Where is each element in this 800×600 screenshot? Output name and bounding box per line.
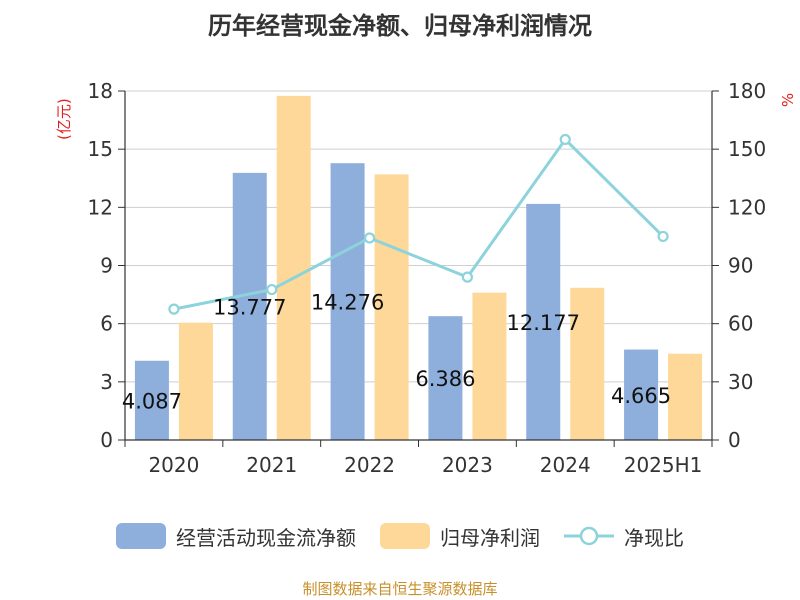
right-axis-tick-label: 180 [728, 79, 766, 103]
bar-netprofit [570, 287, 605, 440]
bar-netprofit [276, 95, 311, 440]
ratio-point [363, 232, 376, 244]
legend: 经营活动现金流净额 归母净利润 净现比 [0, 516, 800, 556]
bar-cashflow [134, 360, 169, 440]
data-label-cashflow: 4.087 [122, 389, 182, 413]
x-axis-tick-label: 2023 [442, 453, 493, 477]
data-label-cashflow: 12.177 [507, 311, 580, 335]
x-axis-tick-label: 2020 [148, 453, 199, 477]
gridlines [125, 90, 712, 383]
x-axis-tick-label: 2025H1 [624, 453, 703, 477]
legend-swatch-netprofit [380, 523, 430, 549]
chart-title: 历年经营现金净额、归母净利润情况 [208, 12, 592, 40]
right-axis-tick-label: 30 [728, 370, 753, 394]
data-label-cashflow: 4.665 [611, 384, 671, 408]
bars [134, 95, 703, 440]
left-axis-tick-label: 6 [100, 312, 113, 336]
ratio-point [168, 303, 180, 315]
bar-cashflow [526, 203, 561, 440]
legend-item-netprofit[interactable]: 归母净利润 [380, 522, 540, 551]
bar-cashflow [428, 316, 463, 440]
ratio-point [657, 230, 669, 243]
ratio-point [559, 133, 571, 146]
bar-cashflow [232, 172, 267, 440]
left-axis-tick-label: 3 [100, 370, 113, 394]
legend-label-ratio: 净现比 [624, 525, 684, 550]
bar-cashflow [624, 349, 659, 440]
left-axis-unit: (亿元) [55, 98, 73, 140]
right-axis-tick-label: 90 [728, 254, 753, 278]
bar-netprofit [178, 322, 213, 440]
right-axis-tick-label: 0 [728, 428, 741, 452]
legend-swatch-ratio [564, 526, 614, 546]
x-axis-tick-label: 2024 [540, 453, 591, 477]
right-axis-tick-label: 60 [728, 312, 753, 336]
legend-label-netprofit: 归母净利润 [440, 525, 540, 550]
legend-swatch-cashflow [116, 523, 166, 549]
right-axis-unit: % [779, 93, 797, 107]
bar-netprofit [374, 174, 409, 440]
data-labels: 4.087 13.777 14.276 6.386 12.177 4.665 [122, 291, 671, 414]
ratio-point [266, 283, 278, 296]
source-note: 制图数据来自恒生聚源数据库 [302, 580, 498, 598]
bar-netprofit [472, 292, 507, 440]
left-axis-tick-label: 15 [88, 137, 113, 161]
legend-label-cashflow: 经营活动现金流净额 [176, 525, 356, 550]
left-axis-tick-label: 18 [88, 79, 113, 103]
bar-netprofit [668, 353, 703, 440]
ratio-line-path [173, 137, 665, 311]
legend-item-ratio[interactable]: 净现比 [564, 522, 684, 551]
x-axis-tick-label: 2021 [246, 453, 297, 477]
ratio-line [168, 133, 669, 315]
bar-cashflow [330, 163, 365, 440]
ratio-point [461, 271, 474, 283]
right-axis-tick-label: 120 [728, 195, 766, 219]
data-label-cashflow: 13.777 [213, 295, 286, 319]
left-axis-tick-label: 12 [88, 195, 113, 219]
legend-item-cashflow[interactable]: 经营活动现金流净额 [116, 522, 356, 551]
x-axis-tick-label: 2022 [344, 453, 395, 477]
left-axis-tick-label: 9 [100, 254, 113, 278]
data-label-cashflow: 6.386 [415, 367, 475, 391]
left-axis-tick-label: 0 [100, 428, 113, 452]
data-label-cashflow: 14.276 [311, 291, 384, 315]
right-axis-tick-label: 150 [728, 137, 766, 161]
